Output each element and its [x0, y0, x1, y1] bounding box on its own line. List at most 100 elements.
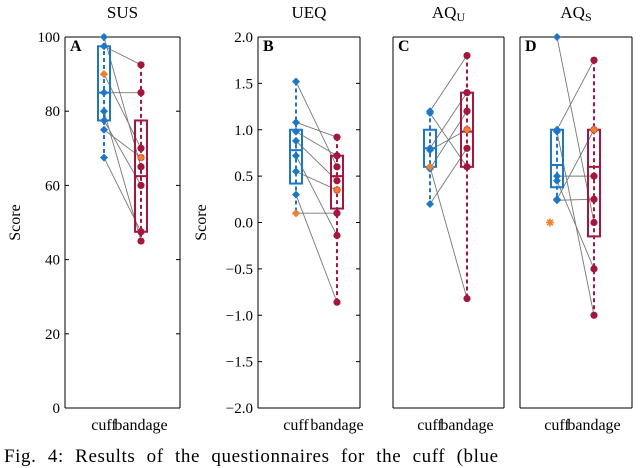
- bandage-point: [333, 231, 341, 240]
- y-tick-label: 0.0: [234, 216, 253, 232]
- cuff-point: [292, 127, 300, 136]
- bandage-point: [333, 152, 341, 160]
- y-tick-label: 60: [45, 178, 60, 194]
- pair-line: [429, 166, 468, 299]
- y-tick-label: 2.0: [234, 30, 253, 46]
- mean-marker: [426, 162, 434, 171]
- y-tick-label: −1.0: [226, 308, 253, 324]
- mean-marker: [590, 125, 598, 134]
- bandage-point: [137, 144, 145, 152]
- y-tick-label: 1.5: [234, 76, 253, 92]
- bandage-point: [463, 294, 471, 303]
- bandage-point: [333, 177, 341, 185]
- cuff-point: [100, 107, 108, 116]
- mean-marker: [333, 186, 341, 195]
- panel-title-subscript: U: [456, 10, 465, 24]
- panel-title-subscript: S: [585, 10, 592, 24]
- cuff-point: [292, 167, 300, 176]
- bandage-point: [463, 107, 471, 115]
- cuff-point: [553, 176, 561, 185]
- panel-label: A: [70, 38, 82, 55]
- pair-line: [295, 81, 338, 168]
- x-tick-label: bandage: [310, 417, 363, 434]
- bandage-point: [137, 228, 145, 236]
- cuff-point: [426, 109, 434, 118]
- cuff-point: [292, 151, 300, 160]
- bandage-point: [463, 144, 471, 152]
- mean-marker: [100, 70, 108, 79]
- mean-marker: [292, 209, 300, 218]
- x-tick-label: cuff: [417, 417, 443, 434]
- mean-marker: [546, 218, 554, 227]
- pair-line: [556, 180, 595, 270]
- y-tick-label: −2.0: [226, 401, 253, 417]
- bandage-point: [590, 195, 598, 203]
- y-tick-label: 0.5: [234, 169, 253, 185]
- y-tick-label: −1.5: [226, 355, 253, 371]
- cuff-point: [292, 190, 300, 199]
- cuff-point: [426, 199, 434, 208]
- y-tick-label: 0: [53, 401, 61, 417]
- cuff-point: [100, 116, 108, 125]
- bandage-point: [137, 89, 145, 97]
- cuff-point: [553, 33, 561, 41]
- y-tick-label: 1.0: [234, 123, 253, 139]
- pair-line: [295, 194, 338, 303]
- x-tick-label: cuff: [544, 417, 570, 434]
- x-tick-label: cuff: [283, 417, 309, 434]
- y-tick-label: 20: [45, 327, 60, 343]
- cuff-point: [292, 136, 300, 145]
- panel-title: AQS: [560, 3, 591, 24]
- x-tick-label: bandage: [114, 417, 167, 434]
- panel-label: B: [263, 38, 274, 55]
- cuff-point: [292, 118, 300, 127]
- figure-caption: Fig. 4: Results of the questionnaires fo…: [4, 446, 499, 467]
- panel-title: UEQ: [292, 3, 327, 22]
- cuff-point: [100, 42, 108, 51]
- panel-label: C: [398, 38, 410, 55]
- bandage-point: [137, 237, 145, 245]
- cuff-point: [553, 172, 561, 181]
- cuff-point: [100, 153, 108, 162]
- bandage-point: [333, 163, 341, 171]
- y-tick-label: 100: [38, 30, 61, 46]
- y-axis-label: Score: [7, 204, 24, 240]
- pair-line: [295, 121, 338, 138]
- panel-label: D: [525, 38, 537, 55]
- y-tick-label: 40: [45, 253, 60, 269]
- chart-panel-b: UEQ −2.0 −1.5 −1.0 −0.5 0.0 0.5 1.0 1.5 2.0 Score c…: [193, 3, 364, 434]
- bandage-point: [463, 51, 471, 60]
- cuff-point: [426, 146, 434, 155]
- cuff-point: [553, 196, 561, 205]
- bandage-point: [463, 89, 471, 97]
- pair-line: [429, 55, 468, 112]
- cuff-point: [100, 88, 108, 97]
- bandage-point: [590, 311, 598, 319]
- bandage-point: [137, 181, 145, 189]
- bandage-point: [333, 133, 341, 141]
- x-tick-label: bandage: [567, 417, 620, 434]
- bandage-point: [137, 163, 145, 171]
- bandage-point: [590, 56, 598, 64]
- cuff-point: [100, 125, 108, 134]
- panel-title: AQU: [432, 3, 466, 24]
- bandage-point: [590, 172, 598, 180]
- bandage-point: [590, 265, 598, 273]
- x-tick-label: cuff: [91, 417, 117, 434]
- bandage-point: [590, 218, 598, 227]
- bandage-point: [463, 163, 471, 171]
- cuff-point: [553, 127, 561, 136]
- mean-marker: [463, 125, 471, 134]
- y-tick-label: −0.5: [226, 262, 253, 278]
- panel-title: SUS: [107, 3, 138, 22]
- bandage-point: [333, 298, 341, 306]
- bandage-point: [333, 209, 341, 217]
- bandage-point: [137, 61, 145, 69]
- cuff-point: [292, 77, 300, 86]
- mean-marker: [137, 153, 145, 162]
- y-axis-label: Score: [193, 204, 210, 240]
